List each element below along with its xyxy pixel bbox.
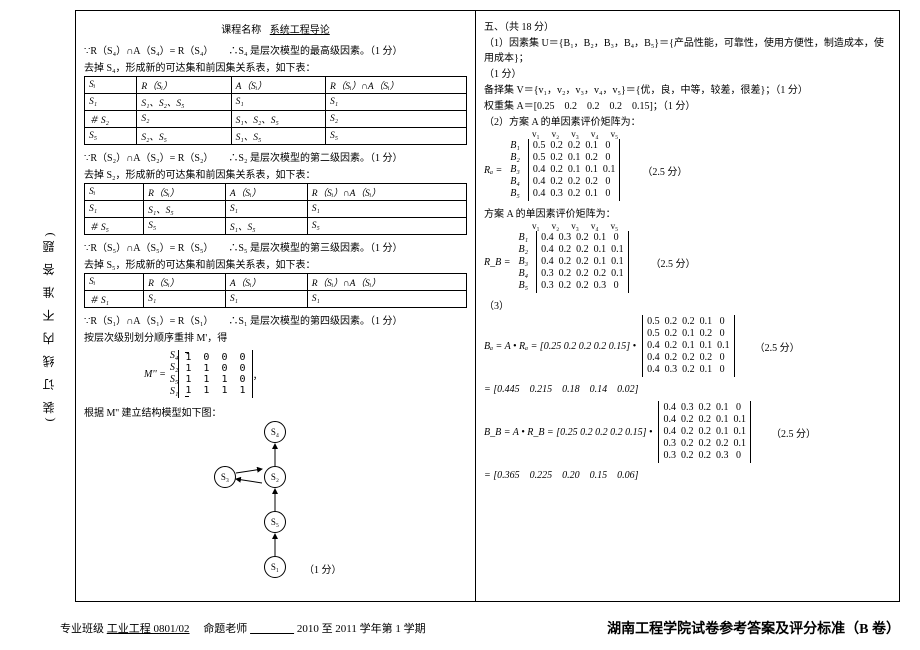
class-value: 工业工程 0801/02	[107, 623, 190, 635]
class-label: 专业班级	[60, 623, 104, 635]
matrix-body: 1 0 0 0 1 1 0 0 1 1 1 0 1 1 1 1	[178, 350, 252, 398]
factor-set: （1）因素集 U＝{B₁，B₂，B₃，B₄，B₅}＝{产品性能，可靠性，使用方便…	[484, 34, 891, 64]
course-title: 系统工程导论	[270, 25, 330, 36]
matrix-rb: R_B = B₁ B₂ B₃ B₄ B₅ 0.4 0.3 0.2 0.1 0 0…	[484, 231, 891, 293]
teacher-label: 命题老师	[203, 623, 247, 635]
left-column: 课程名称 系统工程导论 ∵R（S₄）∩A（S₄）= R（S₄） ∴S₄ 是层次模…	[76, 11, 476, 601]
v-header-a: v₁ v₂ v₃ v₄ v₅	[532, 129, 891, 139]
part3-label: （3）	[484, 297, 891, 312]
rb-title: 方案 A 的单因素评价矩阵为：	[484, 205, 891, 220]
node-s1: S₁	[264, 556, 286, 578]
matrix-ra: Rₐ = B₁ B₂ B₃ B₄ B₅ 0.5 0.2 0.2 0.1 0 0.…	[484, 139, 891, 201]
table-1: Sᵢ R（Sᵢ） A（Sᵢ） R（Sᵢ）∩A（Sᵢ） S₁S₁、S₂、S₅S₁S…	[84, 76, 467, 145]
rb-score: （2.5 分）	[651, 255, 696, 270]
bb-score: （2.5 分）	[771, 425, 816, 440]
ra-title: （2）方案 A 的单因素评价矩阵为：	[484, 113, 891, 128]
ra-prefix: Rₐ =	[484, 165, 502, 176]
text-remove-s5: 去掉 S₅，形成新的可达集和前因集关系表，如下表：	[84, 256, 467, 271]
reorder-text: 按层次级别划分顺序重排 M'，得	[84, 329, 467, 344]
exam-content: 课程名称 系统工程导论 ∵R（S₄）∩A（S₄）= R（S₄） ∴S₄ 是层次模…	[75, 10, 900, 602]
binding-note: (装 订 线 内 不 准 答 题)	[40, 229, 57, 422]
text-remove-s4: 去掉 S₄，形成新的可达集和前因集关系表，如下表：	[84, 59, 467, 74]
institution-title: 湖南工程学院试卷参考答案及评分标准（B 卷）	[607, 618, 900, 638]
table-2: Sᵢ R（Sᵢ） A（Sᵢ） R（Sᵢ）∩A（Sᵢ） S₁S₁、S₅S₁S₁ ＃…	[84, 183, 467, 235]
proof-line-4: ∵R（S₁）∩A（S₁）= R（S₁） ∴S₁ 是层次模型的第四级因素。（1 分…	[84, 312, 467, 327]
bb-lhs: B_B = A • R_B = [0.25 0.2 0.2 0.2 0.15] …	[484, 427, 652, 438]
v-header-b: v₁ v₂ v₃ v₄ v₅	[532, 221, 891, 231]
rb-prefix: R_B =	[484, 257, 510, 268]
diagram-score: （1 分）	[304, 561, 342, 576]
ba-equation: Bₐ = A • Rₐ = [0.25 0.2 0.2 0.2 0.15] • …	[484, 315, 891, 377]
proof-line-3: ∵R（S₅）∩A（S₅）= R（S₅） ∴S₅ 是层次模型的第三级因素。（1 分…	[84, 239, 467, 254]
text-remove-s2: 去掉 S₂，形成新的可达集和前因集关系表，如下表：	[84, 166, 467, 181]
structure-diagram: S₄ S₂ S₃ S₅ S₁ （1 分）	[194, 421, 354, 601]
matrix-prefix: M'' =	[144, 369, 166, 380]
proof-line-1: ∵R（S₄）∩A（S₄）= R（S₄） ∴S₄ 是层次模型的最高级因素。（1 分…	[84, 42, 467, 57]
build-model-text: 根据 M'' 建立结构模型如下图：	[84, 404, 467, 419]
table-3: Sᵢ R（Sᵢ） A（Sᵢ） R（Sᵢ）∩A（Sᵢ） ＃ S₁S₁S₁S₁	[84, 273, 467, 308]
node-s4: S₄	[264, 421, 286, 443]
matrix-mpp: M'' = S₄ S₂ S₅ S₁ 1 0 0 0 1 1 0 0 1 1 1 …	[144, 350, 467, 398]
ba-score: （2.5 分）	[755, 339, 800, 354]
weight-set: 权重集 A＝[0.25 0.2 0.2 0.2 0.15]；（1 分）	[484, 97, 891, 112]
ba-lhs: Bₐ = A • Rₐ = [0.25 0.2 0.2 0.2 0.15] •	[484, 341, 636, 352]
q5-header: 五、（共 18 分）	[484, 18, 891, 33]
node-s2: S₂	[264, 466, 286, 488]
ba-result: = [0.445 0.215 0.18 0.14 0.02]	[484, 380, 891, 395]
ra-score: （2.5 分）	[642, 163, 687, 178]
alt-set: 备择集 V＝{v₁，v₂，v₃，v₄，v₅}＝{优，良，中等，较差，很差}；（1…	[484, 81, 891, 96]
t1-h0: Sᵢ	[85, 77, 137, 94]
proof-line-2: ∵R（S₂）∩A（S₂）= R（S₂） ∴S₂ 是层次模型的第二级因素。（1 分…	[84, 149, 467, 164]
course-label: 课程名称	[221, 25, 261, 36]
matrix-rowlabels: S₄ S₂ S₅ S₁	[170, 350, 178, 398]
t1-h1: R（Sᵢ）	[137, 77, 231, 94]
teacher-blank	[250, 623, 294, 635]
term-text: 2010 至 2011 学年第 1 学期	[297, 623, 426, 635]
node-s3: S₃	[214, 466, 236, 488]
bb-result: = [0.365 0.225 0.20 0.15 0.06]	[484, 466, 891, 481]
t1-h2: A（Sᵢ）	[231, 77, 325, 94]
factor-set-score: （1 分）	[484, 65, 891, 80]
node-s5: S₅	[264, 511, 286, 533]
right-column: 五、（共 18 分） （1）因素集 U＝{B₁，B₂，B₃，B₄，B₅}＝{产品…	[476, 11, 899, 601]
bb-equation: B_B = A • R_B = [0.25 0.2 0.2 0.2 0.15] …	[484, 401, 891, 463]
t1-h3: R（Sᵢ）∩A（Sᵢ）	[325, 77, 466, 94]
footer: 专业班级 工业工程 0801/02 命题老师 2010 至 2011 学年第 1…	[60, 618, 900, 638]
